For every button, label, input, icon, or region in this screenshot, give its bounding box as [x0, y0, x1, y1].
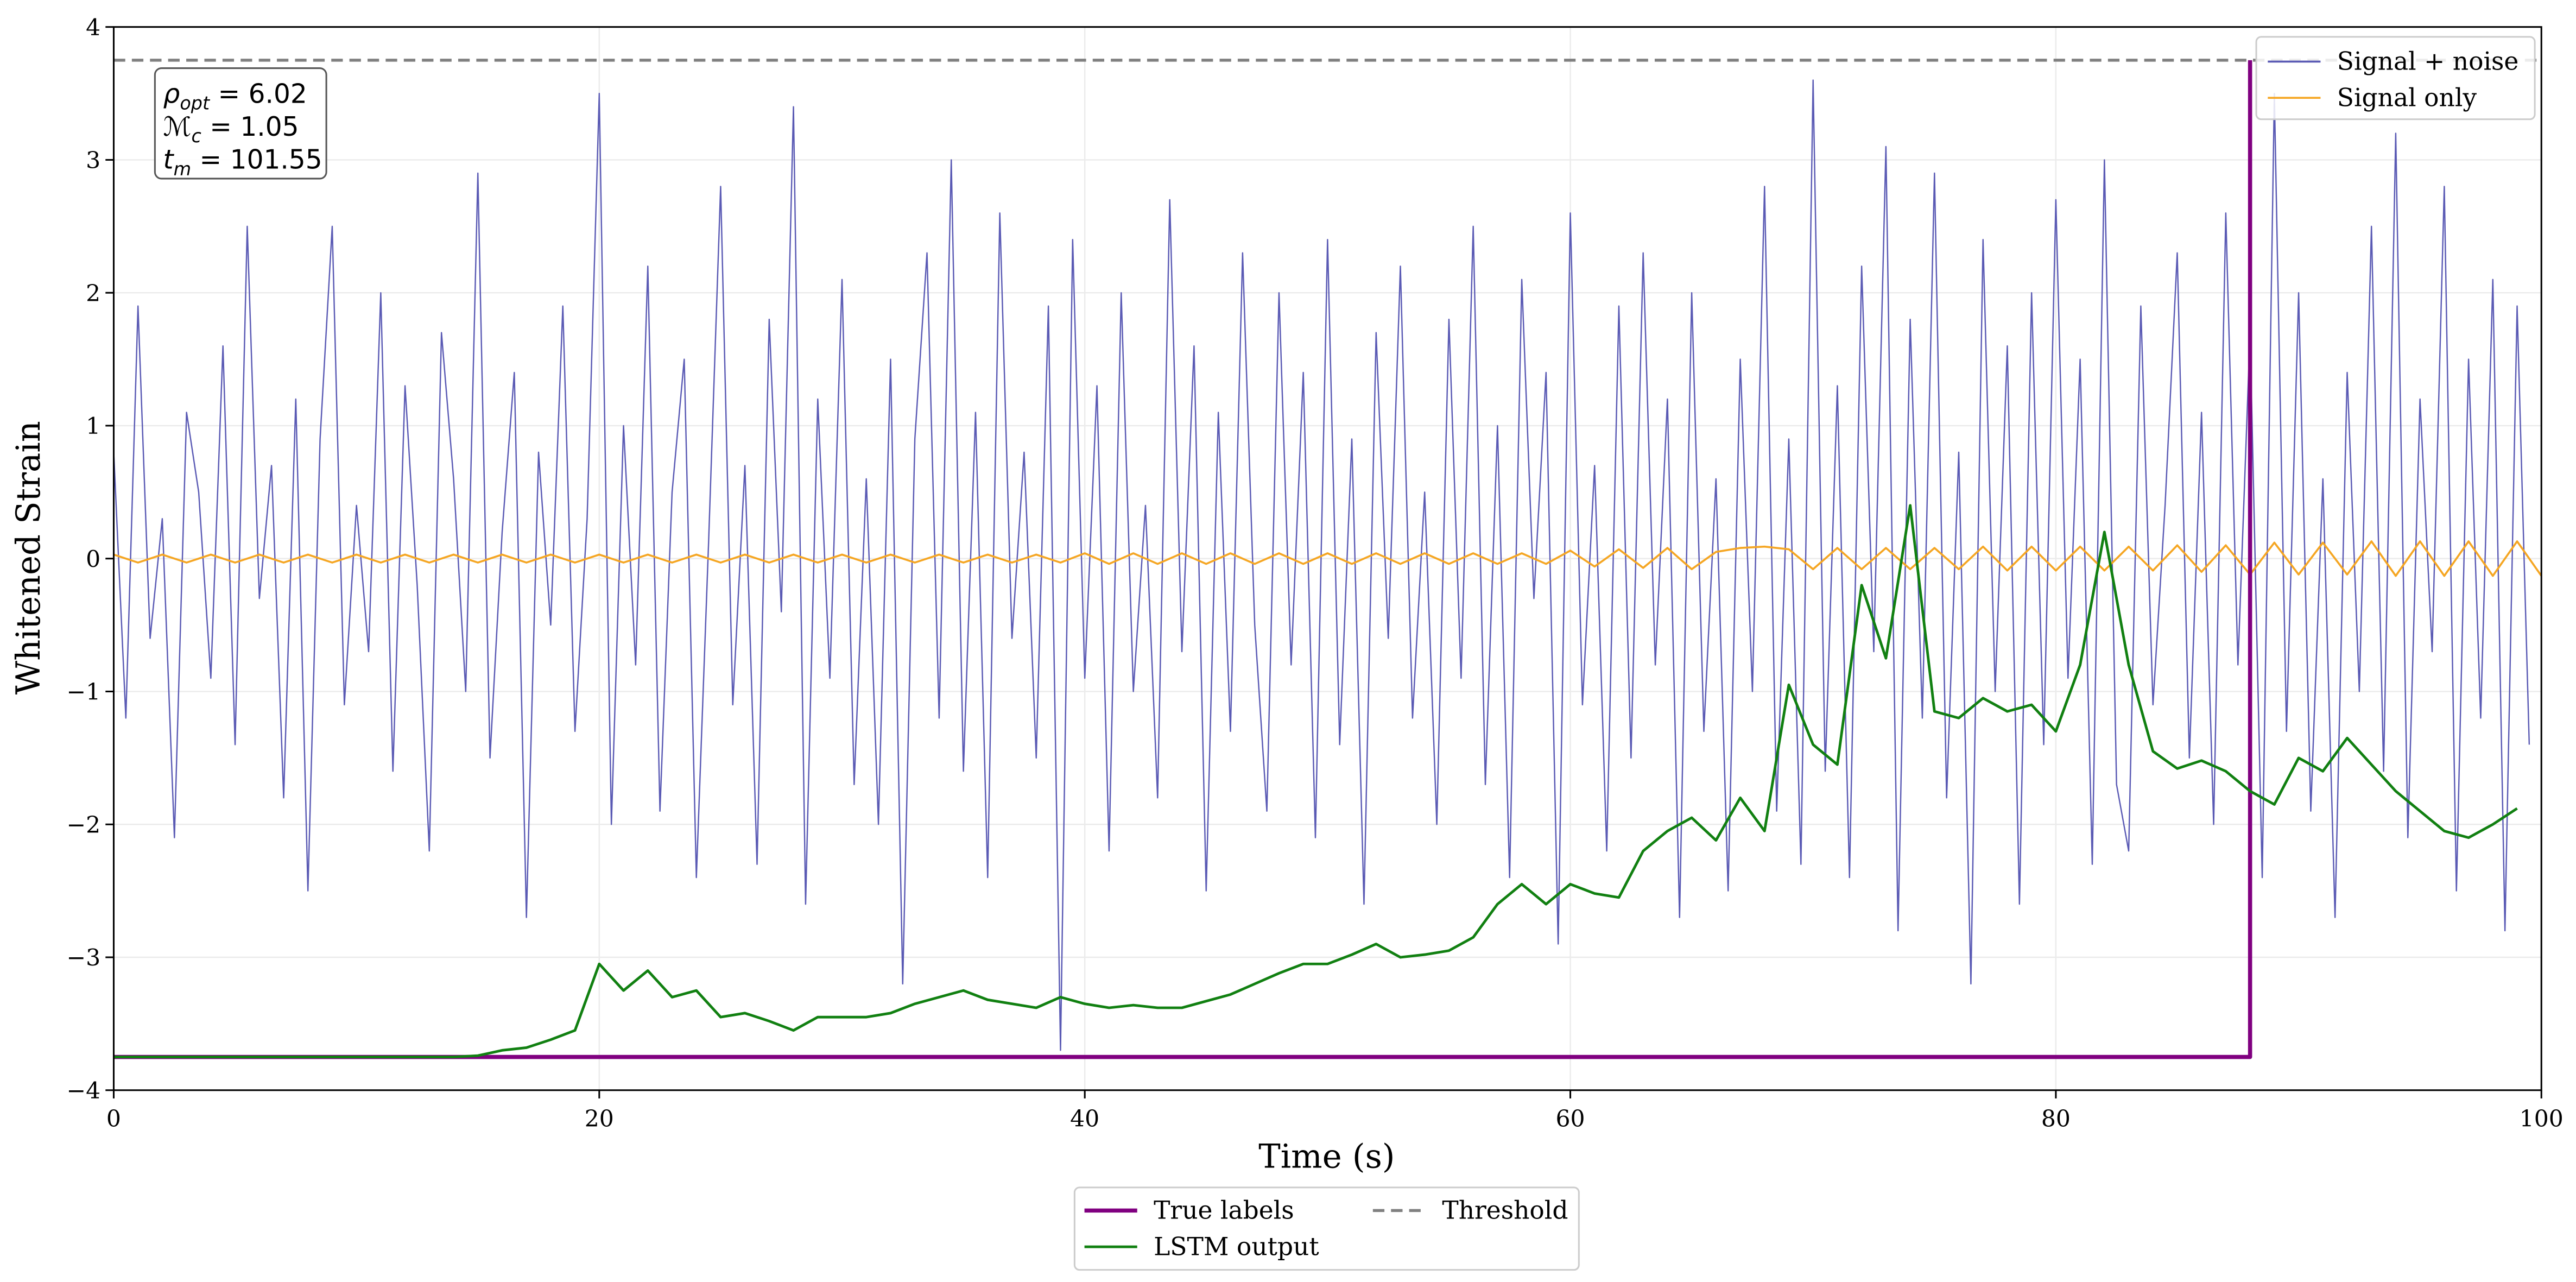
annotation-sub: opt — [180, 92, 211, 113]
x-tick-label: 100 — [2520, 1106, 2564, 1133]
y-tick-label: −1 — [67, 679, 101, 706]
legend-label: Signal + noise — [2337, 47, 2519, 76]
y-axis-label: Whitened Strain — [10, 421, 48, 694]
legend-frame — [1073, 1186, 1580, 1271]
series-line — [113, 504, 2518, 1058]
annotation-sub: c — [191, 125, 201, 147]
y-tick-label: 1 — [86, 413, 100, 440]
annotation: ℳc = 1.05 — [163, 112, 299, 147]
y-tick-label: −4 — [67, 1078, 101, 1104]
plot-area — [113, 59, 2542, 1059]
annotation-sub: m — [174, 159, 192, 180]
y-tick-label: 4 — [86, 15, 100, 41]
annotation-symbol: t — [163, 145, 175, 175]
annotation-text: = 101.55 — [191, 145, 322, 175]
annotation: ρopt = 6.02 — [163, 79, 307, 113]
x-tick-label: 40 — [1070, 1106, 1099, 1133]
x-axis-label: Time (s) — [1258, 1138, 1395, 1176]
annotation-text: = 6.02 — [210, 79, 307, 109]
y-tick-label: 3 — [86, 148, 100, 174]
legend-label: Threshold — [1442, 1196, 1568, 1225]
legend-label: Signal only — [2337, 83, 2477, 112]
y-tick-label: 0 — [86, 546, 100, 573]
annotation-symbol: ρ — [163, 79, 180, 109]
axes: 0 20 40 60 80 100 −4 −3 −2 −1 0 1 2 3 4 — [67, 15, 2564, 1133]
legend-label: LSTM output — [1154, 1232, 1319, 1261]
x-tick-label: 0 — [106, 1106, 121, 1133]
annotation-frame — [154, 67, 327, 180]
y-tick-label: 2 — [86, 280, 100, 307]
legend: Signal + noise Signal only — [2255, 36, 2536, 121]
annotation-symbol: ℳ — [163, 112, 192, 142]
series-line — [113, 79, 2530, 1051]
x-tick-label: 20 — [585, 1106, 614, 1133]
legend: True labels LSTM output Threshold — [1073, 1186, 1580, 1271]
annotation: tm = 101.55 — [163, 145, 322, 180]
y-tick-label: −3 — [67, 945, 101, 971]
series-line — [113, 60, 2252, 1059]
annotation-text: = 1.05 — [201, 112, 299, 142]
axes-frame — [112, 26, 2542, 1091]
y-tick-label: −2 — [67, 812, 101, 838]
series-line — [113, 540, 2542, 577]
legend-label: True labels — [1154, 1196, 1294, 1225]
x-tick-label: 60 — [1555, 1106, 1585, 1133]
legend-frame — [2255, 36, 2536, 121]
x-tick-label: 80 — [2041, 1106, 2071, 1133]
